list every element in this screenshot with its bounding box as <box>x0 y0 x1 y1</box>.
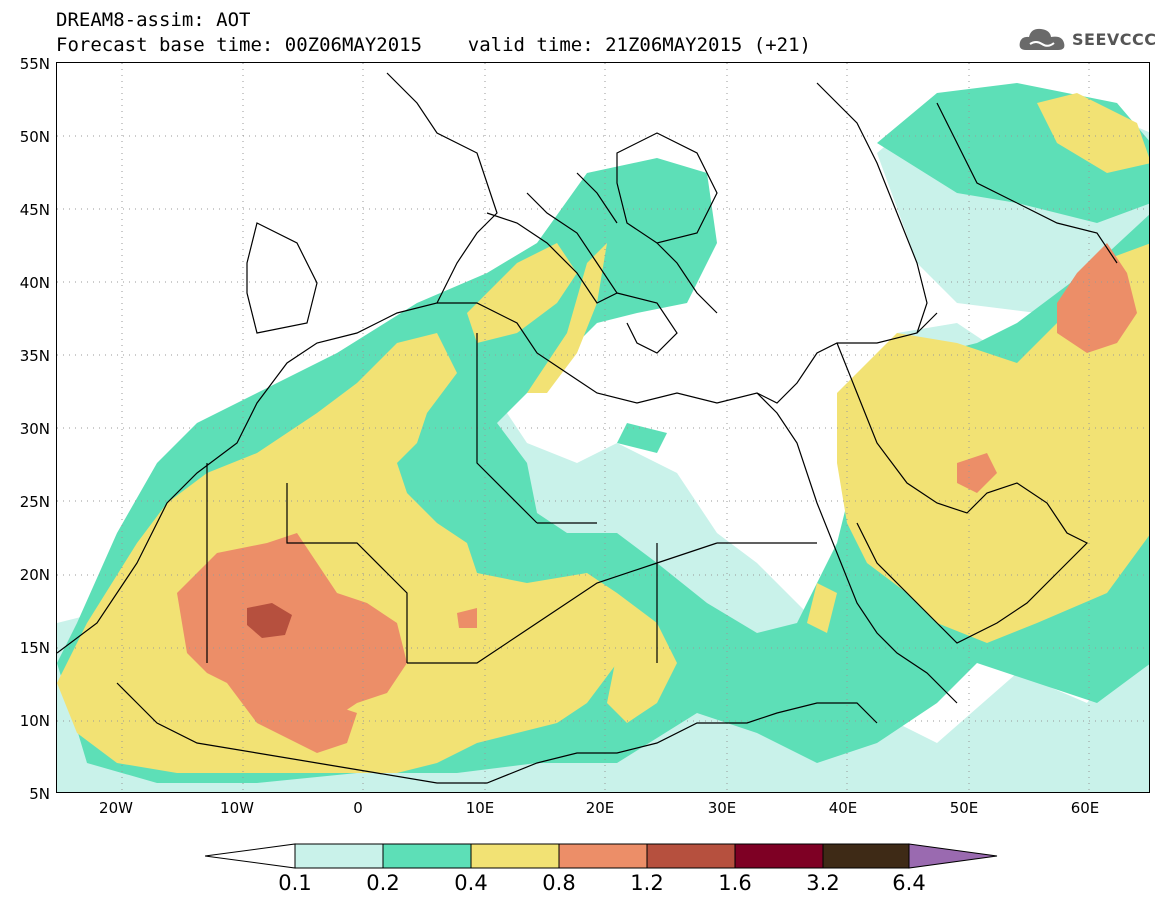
lon-label-20w: 20W <box>99 799 133 817</box>
aot-field <box>57 63 1149 792</box>
seevccc-logo: SEEVCCC <box>1018 24 1157 54</box>
colorbar-segment-5 <box>734 843 824 869</box>
colorbar-segment-below <box>205 843 296 869</box>
lon-label-10e: 10E <box>465 799 495 817</box>
chart-subtitle: Forecast base time: 00Z06MAY2015 valid t… <box>56 34 811 56</box>
colorbar-segment-0 <box>294 843 384 869</box>
lat-label-40n: 40N <box>19 274 50 292</box>
lon-label-0: 0 <box>353 799 363 817</box>
colorbar-label-5: 1.6 <box>718 871 752 895</box>
lat-label-35n: 35N <box>19 347 50 365</box>
lat-label-5n: 5N <box>29 785 50 803</box>
colorbar-label-7: 6.4 <box>892 871 926 895</box>
lon-label-10w: 10W <box>220 799 254 817</box>
lon-label-30e: 30E <box>707 799 737 817</box>
chart-title: DREAM8-assim: AOT <box>56 9 251 31</box>
colorbar-segment-3 <box>558 843 648 869</box>
lat-label-25n: 25N <box>19 493 50 511</box>
lat-label-20n: 20N <box>19 566 50 584</box>
lon-label-50e: 50E <box>949 799 979 817</box>
cloud-icon <box>1019 28 1065 50</box>
lon-label-40e: 40E <box>828 799 858 817</box>
colorbar-label-2: 0.4 <box>454 871 488 895</box>
colorbar-label-0: 0.1 <box>278 871 312 895</box>
colorbar-segment-above <box>908 843 998 869</box>
colorbar <box>205 843 998 869</box>
colorbar-label-4: 1.2 <box>630 871 664 895</box>
logo-text: SEEVCCC <box>1072 29 1157 49</box>
lat-label-30n: 30N <box>19 420 50 438</box>
colorbar-segment-6 <box>822 843 910 869</box>
colorbar-label-1: 0.2 <box>366 871 400 895</box>
lat-label-55n: 55N <box>19 55 50 73</box>
lat-label-50n: 50N <box>19 128 50 146</box>
lat-label-45n: 45N <box>19 201 50 219</box>
colorbar-segment-4 <box>646 843 736 869</box>
lon-label-20e: 20E <box>585 799 615 817</box>
lon-label-60e: 60E <box>1070 799 1100 817</box>
colorbar-segment-2 <box>470 843 560 869</box>
colorbar-label-3: 0.8 <box>542 871 576 895</box>
colorbar-label-6: 3.2 <box>806 871 840 895</box>
lat-label-15n: 15N <box>19 639 50 657</box>
colorbar-segment-1 <box>382 843 472 869</box>
lat-label-10n: 10N <box>19 712 50 730</box>
map-area <box>56 62 1150 793</box>
